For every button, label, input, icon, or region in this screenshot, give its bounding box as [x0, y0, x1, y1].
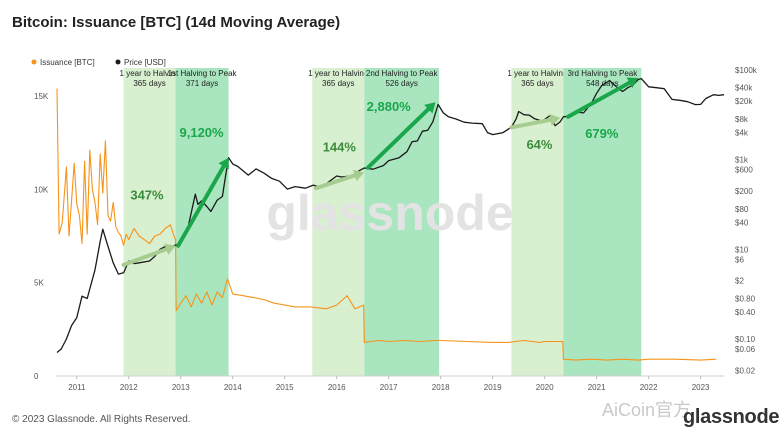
band-title: 1 year to Halving	[120, 69, 180, 78]
trend-arrow	[313, 173, 357, 191]
x-tick-label: 2014	[224, 383, 242, 392]
band-subtitle: 548 days	[586, 79, 618, 88]
left-tick-label: 0	[34, 372, 39, 381]
left-tick-label: 10K	[34, 185, 49, 194]
band-subtitle: 365 days	[521, 79, 553, 88]
right-tick-label: $600	[735, 166, 753, 175]
right-tick-label: $0.06	[735, 345, 756, 354]
issuance-series-line	[56, 88, 717, 361]
band-subtitle: 365 days	[322, 79, 354, 88]
right-tick-label: $0.10	[735, 335, 756, 344]
band-title: 1 year to Halving	[308, 69, 368, 78]
band-subtitle: 526 days	[385, 79, 417, 88]
legend-label: Issuance [BTC]	[40, 58, 95, 67]
legend-marker	[115, 59, 121, 65]
trend-arrow	[566, 80, 632, 119]
right-tick-label: $200	[735, 187, 753, 196]
percent-annotation: 9,120%	[180, 125, 225, 140]
right-tick-label: $1k	[735, 156, 749, 165]
band-title: 3rd Halving to Peak	[567, 69, 638, 78]
right-tick-label: $0.80	[735, 295, 756, 304]
left-tick-label: 15K	[34, 92, 49, 101]
halving-band	[511, 68, 564, 376]
legend-label: Price [USD]	[124, 58, 166, 67]
right-tick-label: $10	[735, 245, 749, 254]
x-tick-label: 2018	[432, 383, 450, 392]
glassnode-logo: glassnode	[683, 406, 780, 428]
trend-arrow	[365, 107, 431, 170]
halving-band	[312, 68, 365, 376]
percent-annotation: 2,880%	[367, 99, 412, 114]
right-tick-label: $40	[735, 218, 749, 227]
halving-band	[364, 68, 440, 376]
x-tick-label: 2021	[588, 383, 606, 392]
halving-band	[563, 68, 642, 376]
chart-title: Bitcoin: Issuance [BTC] (14d Moving Aver…	[12, 14, 341, 31]
right-tick-label: $0.40	[735, 308, 756, 317]
band-title: 2nd Halving to Peak	[366, 69, 439, 78]
x-tick-label: 2015	[276, 383, 294, 392]
background-watermark: glassnode	[266, 185, 513, 241]
band-title: 1 year to Halving	[507, 69, 567, 78]
x-tick-label: 2011	[68, 383, 86, 392]
corner-watermark: AiCoin官方	[602, 400, 692, 420]
band-title: 1st Halving to Peak	[168, 69, 238, 78]
x-tick-label: 2022	[640, 383, 658, 392]
trend-arrow	[509, 117, 553, 130]
right-tick-label: $20k	[735, 97, 753, 106]
x-tick-label: 2013	[172, 383, 190, 392]
right-tick-label: $6	[735, 255, 744, 264]
trend-arrow	[121, 247, 169, 267]
right-tick-label: $80	[735, 205, 749, 214]
halving-band	[175, 68, 229, 376]
right-tick-label: $4k	[735, 129, 749, 138]
trend-arrow-head	[424, 102, 436, 114]
band-subtitle: 371 days	[186, 79, 218, 88]
right-tick-label: $2	[735, 277, 744, 286]
price-series-line	[56, 77, 725, 353]
trend-arrow-head	[626, 77, 639, 89]
percent-annotation: 679%	[585, 126, 619, 141]
right-tick-label: $8k	[735, 115, 749, 124]
right-tick-label: $40k	[735, 84, 753, 93]
trend-arrow-head	[218, 157, 229, 170]
halving-band	[123, 68, 176, 376]
x-tick-label: 2017	[380, 383, 398, 392]
x-tick-label: 2023	[692, 383, 710, 392]
trend-arrow-head	[164, 243, 176, 255]
x-tick-label: 2012	[120, 383, 138, 392]
left-tick-label: 5K	[34, 279, 44, 288]
trend-arrow-head	[352, 169, 365, 182]
x-tick-label: 2020	[536, 383, 554, 392]
trend-arrow-head	[549, 113, 561, 126]
right-tick-label: $100k	[735, 66, 758, 75]
percent-annotation: 347%	[130, 187, 164, 202]
right-tick-label: $0.02	[735, 366, 756, 375]
percent-annotation: 144%	[323, 140, 357, 155]
percent-annotation: 64%	[526, 137, 552, 152]
trend-arrow	[176, 164, 226, 248]
band-subtitle: 365 days	[133, 79, 165, 88]
copyright-footer: © 2023 Glassnode. All Rights Reserved.	[12, 414, 191, 425]
x-tick-label: 2016	[328, 383, 346, 392]
legend-marker	[31, 59, 37, 65]
x-tick-label: 2019	[484, 383, 502, 392]
